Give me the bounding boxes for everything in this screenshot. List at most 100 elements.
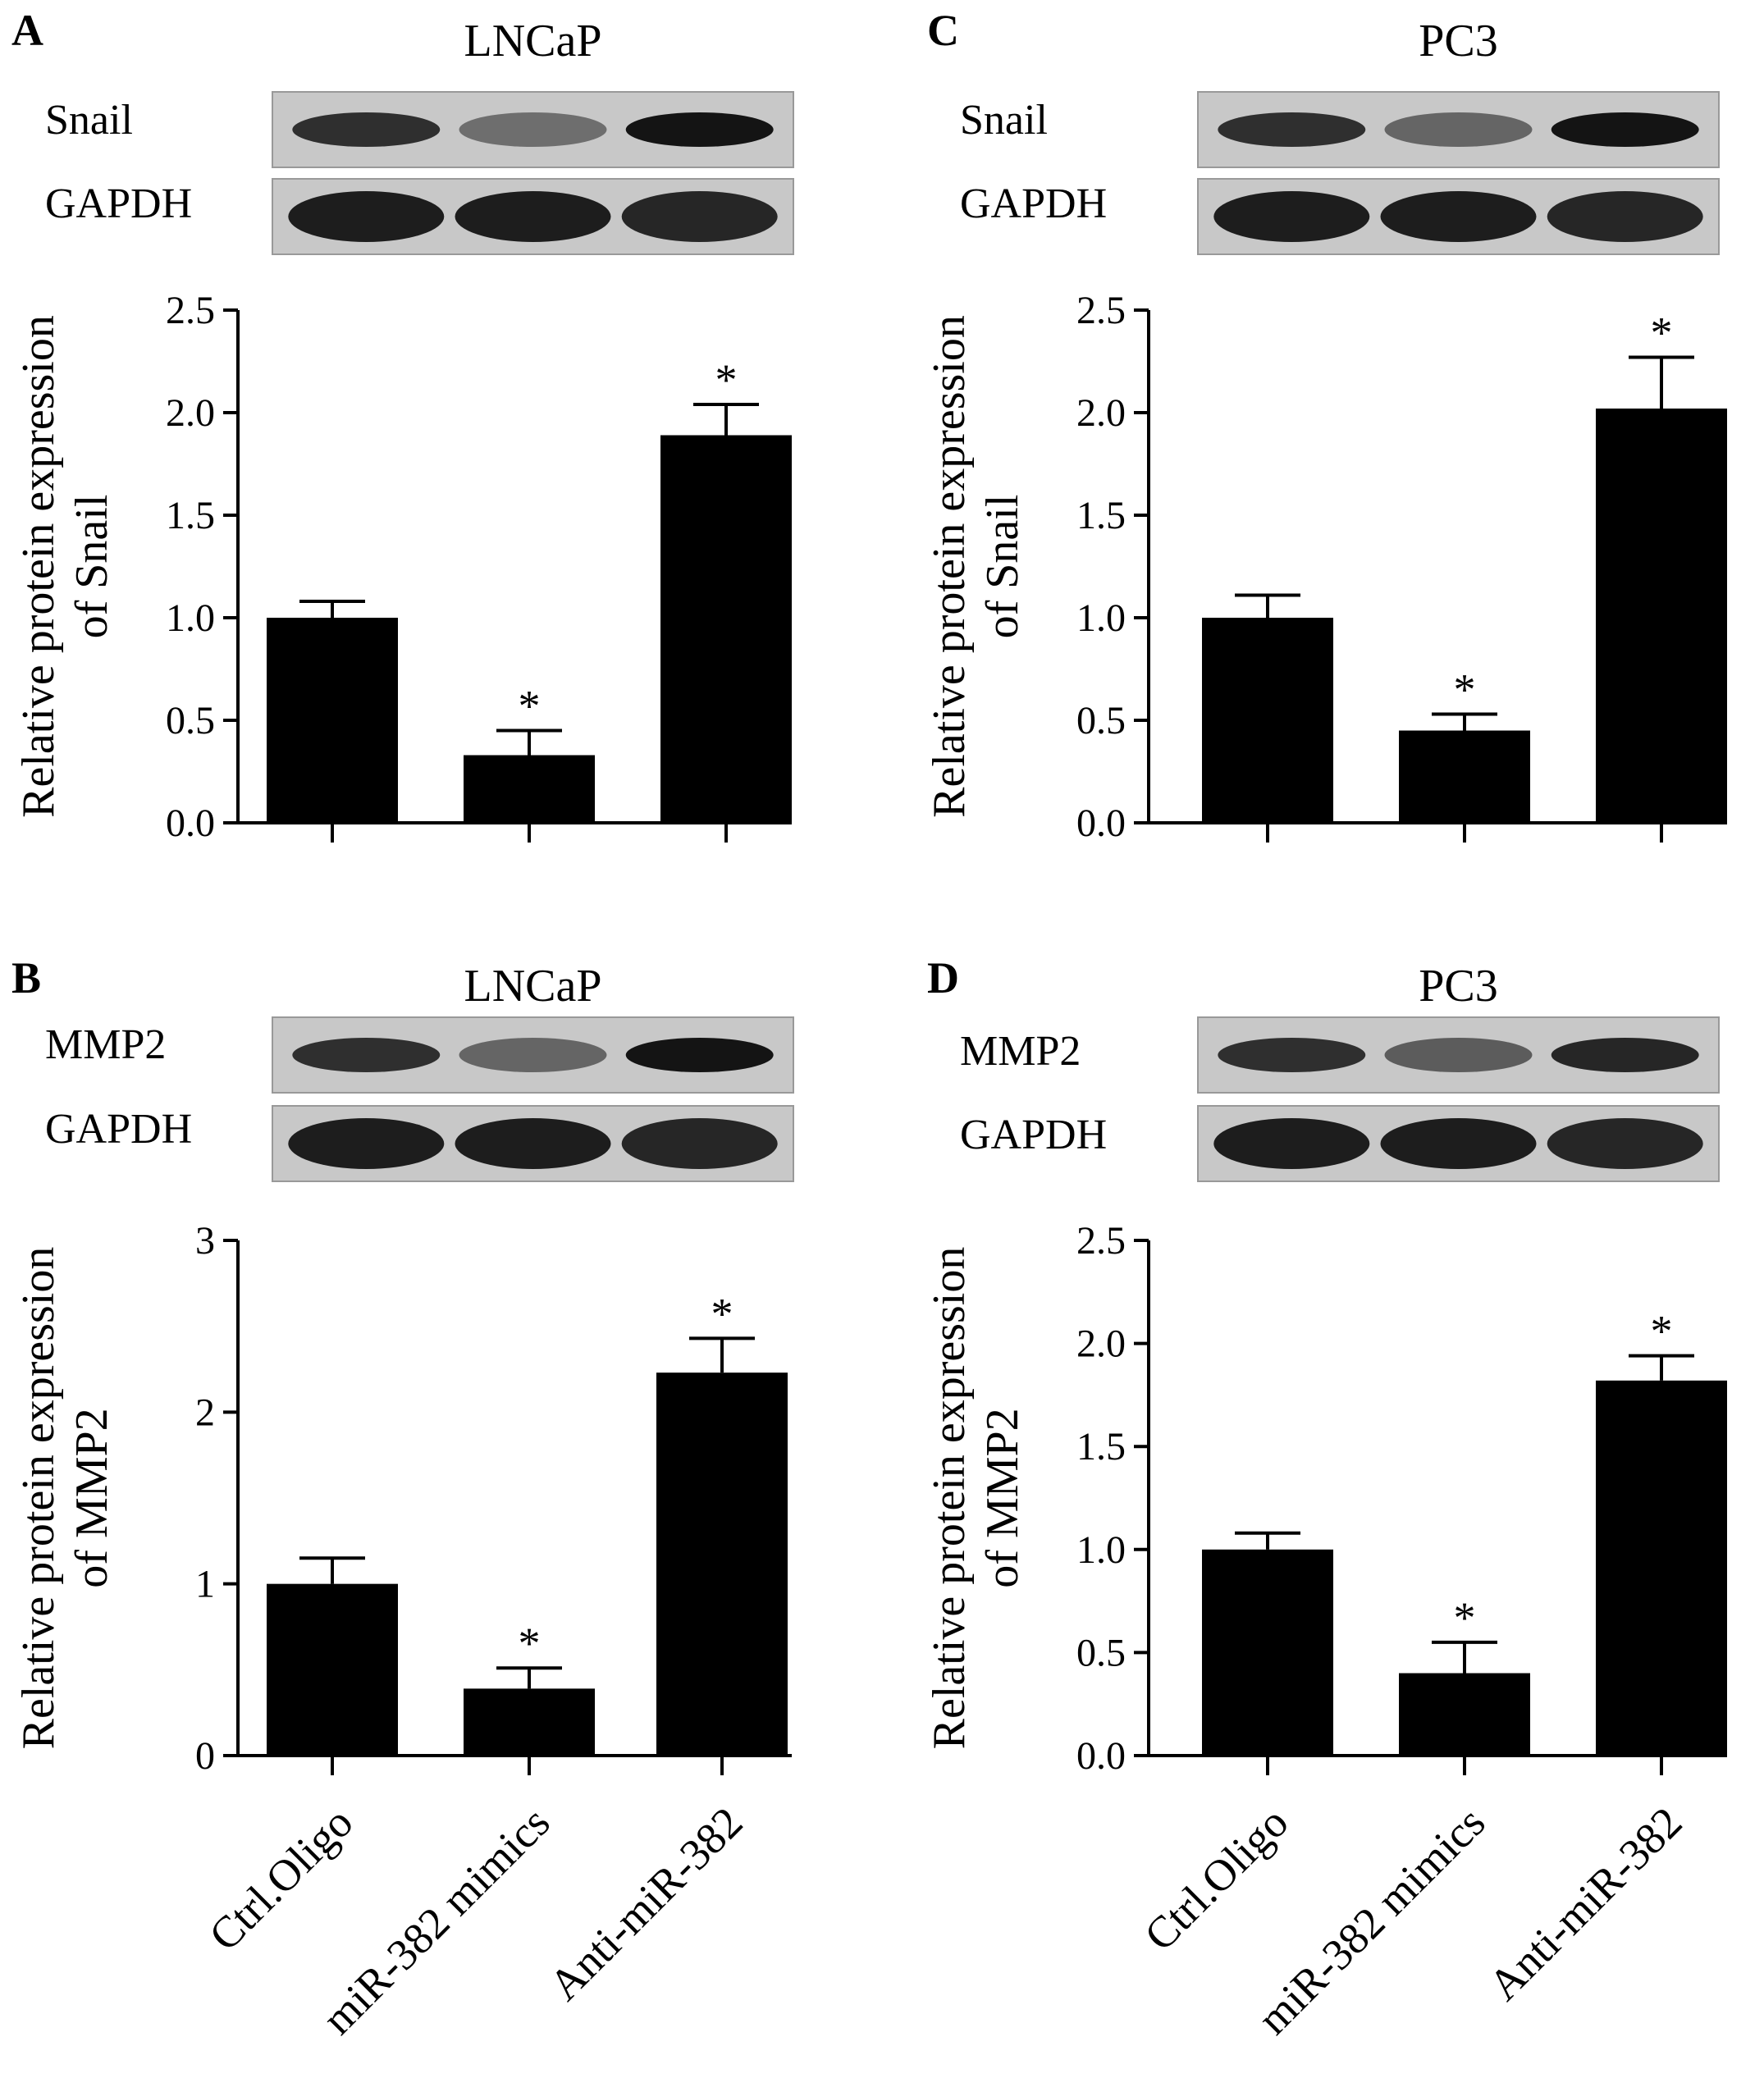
panel-a: A LNCaP Snail GAPDH 0.0 0.5 1.0 1.5 2.0 2.5 Relati… bbox=[11, 6, 794, 845]
bars: ** bbox=[267, 355, 792, 823]
significance-marker: * bbox=[1651, 308, 1673, 358]
category-label: Ctrl.Oligo bbox=[1135, 1797, 1297, 1960]
blot-band bbox=[625, 1038, 774, 1072]
y-tick-label: 1.0 bbox=[1076, 596, 1126, 640]
blot-label-gapdh: GAPDH bbox=[960, 1112, 1107, 1158]
blot-label-gapdh: GAPDH bbox=[45, 180, 192, 227]
blot-band bbox=[1384, 1038, 1533, 1072]
y-axis-title-line-1: Relative protein expression bbox=[13, 1247, 64, 1750]
blot-label-target: Snail bbox=[45, 97, 133, 144]
y-axis-title-line-2: of MMP2 bbox=[66, 1408, 117, 1587]
blot-target-protein bbox=[272, 91, 794, 168]
bar-2 bbox=[1399, 1673, 1530, 1756]
bars: ** bbox=[1202, 308, 1727, 823]
y-tick-label: 0.0 bbox=[1076, 802, 1126, 845]
bar-2 bbox=[464, 755, 595, 823]
y-axis-title-line-1: Relative protein expression bbox=[13, 315, 64, 818]
panel-letter: D bbox=[927, 953, 959, 1002]
bar-3 bbox=[1596, 409, 1727, 823]
blot-band bbox=[621, 191, 778, 242]
blot-band bbox=[1218, 1038, 1366, 1072]
blot-band bbox=[625, 112, 774, 147]
blot-band bbox=[1218, 112, 1366, 147]
bars: ** bbox=[1202, 1307, 1727, 1756]
y-tick-label: 0.5 bbox=[1076, 699, 1126, 742]
bar-2 bbox=[464, 1688, 595, 1756]
significance-marker: * bbox=[519, 682, 541, 731]
significance-marker: * bbox=[1454, 665, 1476, 715]
bar-1 bbox=[1202, 618, 1333, 823]
blot-band bbox=[459, 112, 607, 147]
significance-marker: * bbox=[715, 355, 738, 404]
y-axis-title-line-2: of Snail bbox=[977, 495, 1028, 639]
blot-gapdh bbox=[1197, 1105, 1720, 1182]
blot-band bbox=[1380, 1118, 1537, 1169]
y-tick-label: 3 bbox=[195, 1219, 215, 1263]
cell-line-title: LNCaP bbox=[464, 961, 602, 1012]
category-label: Ctrl.Oligo bbox=[199, 1797, 362, 1960]
blot-band bbox=[459, 1038, 607, 1072]
bar-1 bbox=[267, 1583, 398, 1756]
y-tick-label: 0.5 bbox=[166, 699, 215, 742]
y-tick-label: 1.5 bbox=[1076, 494, 1126, 537]
y-tick-label: 1.0 bbox=[1076, 1528, 1126, 1572]
bars: ** bbox=[267, 1289, 788, 1756]
y-tick-label: 2.0 bbox=[166, 391, 215, 435]
blot-band bbox=[1213, 1118, 1370, 1169]
y-tick-label: 2.5 bbox=[166, 289, 215, 332]
y-axis-title-line-2: of Snail bbox=[66, 495, 117, 639]
blot-label-target: Snail bbox=[960, 97, 1048, 144]
y-tick-label: 2.0 bbox=[1076, 1322, 1126, 1366]
blot-band bbox=[1213, 191, 1370, 242]
bar-3 bbox=[656, 1372, 788, 1756]
blot-label-target: MMP2 bbox=[960, 1028, 1081, 1075]
panel-letter: B bbox=[11, 953, 41, 1002]
bar-3 bbox=[1596, 1380, 1727, 1756]
blot-band bbox=[1547, 1118, 1703, 1169]
y-tick-label: 2 bbox=[195, 1391, 215, 1434]
panel-d: D PC3 MMP2 GAPDH 0.0 0.5 1.0 1.5 2.0 2.5 Relative … bbox=[924, 953, 1727, 2044]
blot-gapdh bbox=[1197, 178, 1720, 255]
blot-target-protein bbox=[272, 1016, 794, 1094]
panel-letter: C bbox=[927, 6, 959, 55]
bar-1 bbox=[267, 618, 398, 823]
panel-c: C PC3 Snail GAPDH 0.0 0.5 1.0 1.5 2.0 2.5 Relative… bbox=[924, 6, 1727, 845]
blot-label-gapdh: GAPDH bbox=[45, 1106, 192, 1153]
blot-band bbox=[1551, 1038, 1699, 1072]
y-tick-label: 1.5 bbox=[166, 494, 215, 537]
blot-gapdh bbox=[272, 178, 794, 255]
significance-marker: * bbox=[711, 1289, 733, 1338]
blot-band bbox=[455, 191, 611, 242]
axes: 0.0 0.5 1.0 1.5 2.0 2.5 Relative protein expre… bbox=[924, 289, 1727, 845]
blot-gapdh bbox=[272, 1105, 794, 1182]
cell-line-title: PC3 bbox=[1419, 961, 1498, 1012]
y-tick-label: 1.0 bbox=[166, 596, 215, 640]
blot-label-target: MMP2 bbox=[45, 1021, 166, 1068]
blot-label-gapdh: GAPDH bbox=[960, 180, 1107, 227]
y-tick-label: 1 bbox=[195, 1563, 215, 1606]
blot-band bbox=[288, 1118, 445, 1169]
category-label: Anti-miR-382 bbox=[540, 1797, 752, 2010]
blot-band bbox=[621, 1118, 778, 1169]
y-axis-title-line-1: Relative protein expression bbox=[924, 1247, 975, 1750]
bar-2 bbox=[1399, 730, 1530, 823]
panel-letter: A bbox=[11, 6, 43, 55]
y-tick-label: 2.0 bbox=[1076, 391, 1126, 435]
blot-band bbox=[455, 1118, 611, 1169]
blot-band bbox=[292, 1038, 441, 1072]
y-tick-label: 0.0 bbox=[166, 802, 215, 845]
y-tick-label: 2.5 bbox=[1076, 289, 1126, 332]
blot-band bbox=[1380, 191, 1537, 242]
category-label: Anti-miR-382 bbox=[1479, 1797, 1692, 2010]
y-axis-title-line-1: Relative protein expression bbox=[924, 315, 975, 818]
blot-band bbox=[1551, 112, 1699, 147]
blot-target-protein bbox=[1197, 1016, 1720, 1094]
y-axis-title-line-2: of MMP2 bbox=[977, 1408, 1028, 1587]
blot-band bbox=[1547, 191, 1703, 242]
bar-1 bbox=[1202, 1549, 1333, 1756]
blot-band bbox=[1384, 112, 1533, 147]
y-tick-label: 1.5 bbox=[1076, 1425, 1126, 1468]
y-tick-label: 0.5 bbox=[1076, 1631, 1126, 1674]
y-tick-label: 0 bbox=[195, 1734, 215, 1778]
y-tick-label: 0.0 bbox=[1076, 1734, 1126, 1778]
